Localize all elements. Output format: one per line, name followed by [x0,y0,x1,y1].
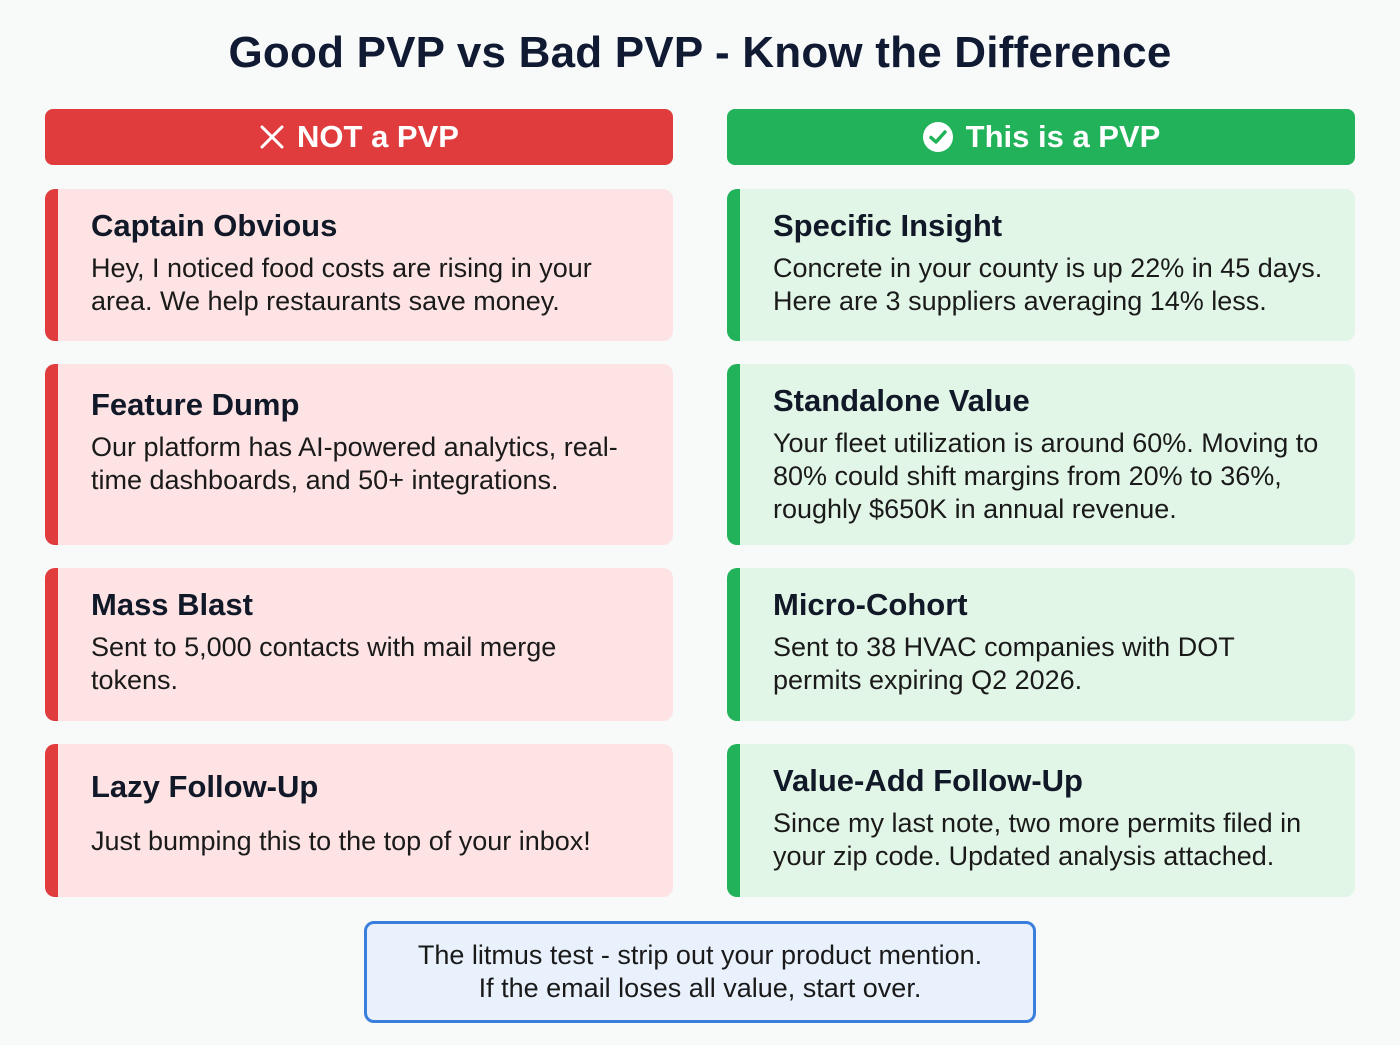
x-icon [259,124,285,150]
bad-card-mass-blast: Mass Blast Sent to 5,000 contacts with m… [45,568,673,721]
card-title: Captain Obvious [91,208,338,243]
card-body: Sent to 5,000 contacts with mail merge t… [91,632,557,696]
bad-card-lazy-follow-up: Lazy Follow-Up Just bumping this to the … [45,744,673,897]
card-title: Value-Add Follow-Up [773,763,1083,798]
litmus-line-1: The litmus test - strip out your product… [417,940,983,970]
card-title: Feature Dump [91,387,300,422]
page-title: Good PVP vs Bad PVP - Know the Differenc… [228,28,1172,77]
card-title: Lazy Follow-Up [91,769,319,804]
card-title: Micro-Cohort [773,587,968,622]
card-body: Sent to 38 HVAC companies with DOT permi… [773,632,1235,696]
is-pvp-header-label: This is a PVP [965,119,1161,154]
check-circle-icon [922,121,954,153]
card-title: Standalone Value [773,383,1030,418]
card-body: Since my last note, two more permits fil… [773,808,1302,872]
good-card-micro-cohort: Micro-Cohort Sent to 38 HVAC companies w… [727,568,1355,721]
card-body: Your fleet utilization is around 60%. Mo… [773,428,1319,525]
bad-card-captain-obvious: Captain Obvious Hey, I noticed food cost… [45,189,673,341]
good-card-specific-insight: Specific Insight Concrete in your county… [727,189,1355,341]
card-body: Hey, I noticed food costs are rising in … [91,253,592,317]
card-body: Just bumping this to the top of your inb… [91,826,591,857]
litmus-line-2: If the email loses all value, start over… [478,973,922,1003]
not-pvp-header: NOT a PVP [45,109,673,165]
good-card-standalone-value: Standalone Value Your fleet utilization … [727,364,1355,545]
not-pvp-header-label: NOT a PVP [297,119,459,154]
bad-card-feature-dump: Feature Dump Our platform has AI-powered… [45,364,673,545]
is-pvp-column: This is a PVP Specific Insight Concrete … [727,109,1355,897]
is-pvp-header: This is a PVP [727,109,1355,165]
card-body: Concrete in your county is up 22% in 45 … [773,253,1323,317]
good-card-value-add-follow-up: Value-Add Follow-Up Since my last note, … [727,744,1355,897]
card-title: Mass Blast [91,587,253,622]
card-body: Our platform has AI-powered analytics, r… [91,432,618,496]
litmus-test-note: The litmus test - strip out your product… [364,921,1036,1023]
card-title: Specific Insight [773,208,1003,243]
not-pvp-column: NOT a PVP Captain Obvious Hey, I noticed… [45,109,673,897]
